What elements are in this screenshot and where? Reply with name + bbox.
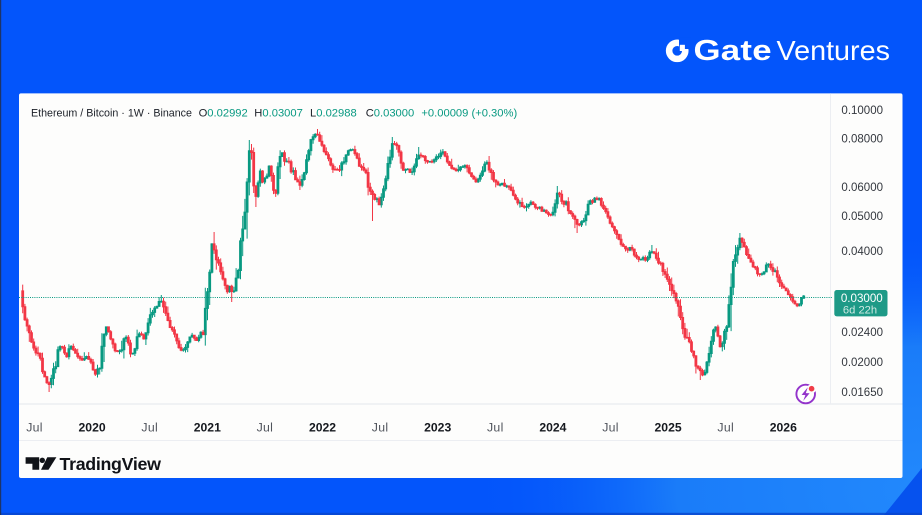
- svg-text:Jul: Jul: [372, 421, 389, 435]
- svg-text:Ethereum / Bitcoin · 1W · Bina: Ethereum / Bitcoin · 1W · Binance: [31, 107, 192, 119]
- svg-text:L0.02988: L0.02988: [310, 107, 357, 119]
- svg-text:0.02000: 0.02000: [841, 357, 883, 369]
- svg-text:H0.03007: H0.03007: [254, 107, 303, 119]
- svg-text:Jul: Jul: [141, 421, 158, 435]
- svg-text:2026: 2026: [770, 421, 797, 435]
- svg-text:0.03000: 0.03000: [841, 292, 883, 305]
- svg-text:Jul: Jul: [26, 421, 43, 435]
- svg-text:2022: 2022: [309, 421, 336, 435]
- svg-text:TradingView: TradingView: [60, 454, 162, 474]
- svg-text:C0.03000: C0.03000: [366, 107, 415, 119]
- svg-text:+0.00009 (+0.30%): +0.00009 (+0.30%): [421, 107, 517, 119]
- svg-text:0.02400: 0.02400: [841, 327, 883, 339]
- svg-text:2023: 2023: [424, 421, 451, 435]
- svg-text:2020: 2020: [79, 421, 106, 435]
- svg-text:2021: 2021: [194, 421, 221, 435]
- svg-text:Jul: Jul: [602, 421, 619, 435]
- svg-text:Ventures: Ventures: [777, 35, 890, 67]
- svg-text:0.06000: 0.06000: [841, 182, 883, 194]
- svg-text:O0.02992: O0.02992: [199, 107, 248, 119]
- svg-text:Gate: Gate: [694, 34, 772, 67]
- svg-text:0.04000: 0.04000: [841, 246, 883, 258]
- svg-text:0.01650: 0.01650: [841, 387, 883, 399]
- svg-text:2025: 2025: [655, 421, 682, 435]
- svg-text:Jul: Jul: [257, 421, 274, 435]
- svg-text:6d 22h: 6d 22h: [843, 305, 877, 317]
- svg-text:0.08000: 0.08000: [841, 134, 883, 146]
- svg-text:0.05000: 0.05000: [841, 211, 883, 223]
- svg-text:0.10000: 0.10000: [841, 105, 883, 117]
- svg-text:2024: 2024: [539, 421, 566, 435]
- svg-text:Jul: Jul: [717, 421, 734, 435]
- svg-text:Jul: Jul: [487, 421, 504, 435]
